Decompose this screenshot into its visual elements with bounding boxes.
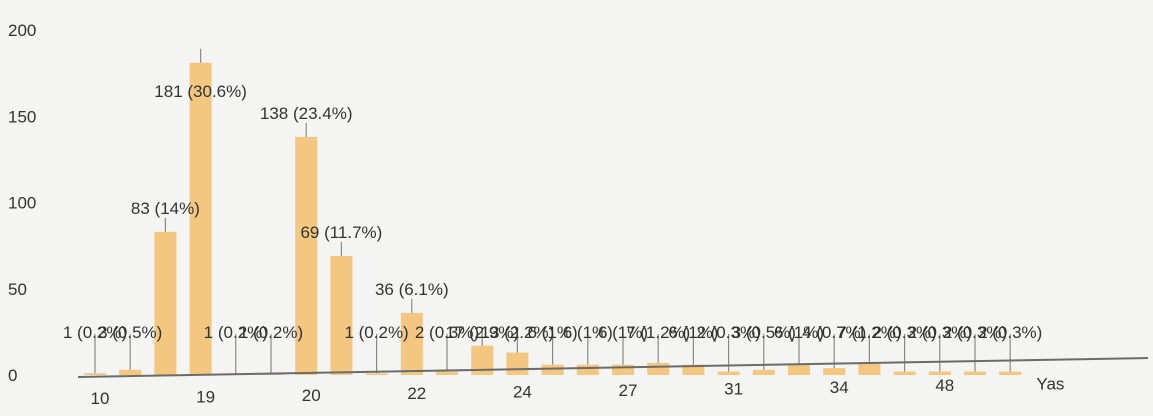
- bar: [189, 62, 212, 376]
- data-label: 2 (0.3%): [943, 323, 1007, 342]
- bar: [928, 371, 951, 375]
- bar: [893, 371, 916, 375]
- bar: [752, 369, 775, 375]
- bar: [154, 231, 177, 375]
- y-tick-label: 100: [8, 194, 36, 213]
- bar: [436, 371, 458, 375]
- x-tick-label: 27: [619, 381, 638, 400]
- data-label: 13 (2.2%): [481, 323, 555, 342]
- bar: [365, 373, 388, 375]
- bar: [964, 371, 986, 375]
- y-tick-label: 0: [8, 366, 17, 385]
- bar: [717, 371, 740, 375]
- x-tick-label: 20: [302, 386, 321, 405]
- x-tick-label: Yas: [1036, 375, 1064, 394]
- y-tick-label: 50: [8, 280, 27, 299]
- bar: [682, 364, 705, 375]
- data-label: 4 (0.7%): [802, 323, 866, 342]
- data-label: 6 (1%): [598, 323, 648, 342]
- bar: [999, 371, 1022, 375]
- bar: [84, 373, 106, 375]
- x-axis-line: [77, 357, 1149, 378]
- y-axis: 0 50 100 150 200: [8, 21, 36, 385]
- bar: [647, 362, 670, 375]
- data-label: 2 (0.3%): [415, 323, 479, 342]
- data-label: 2 (0.3%): [696, 323, 760, 342]
- x-axis: 10 19 20 22 24 27 31 34 48 Yas: [77, 357, 1149, 408]
- bar: [576, 364, 599, 375]
- data-label: 69 (11.7%): [300, 223, 382, 242]
- bar: [858, 362, 881, 375]
- x-tick-label: 10: [91, 389, 110, 408]
- data-label: 1 (0.2%): [239, 323, 303, 342]
- data-label: 2 (0.3%): [908, 323, 972, 342]
- data-label: 6 (1%): [668, 323, 718, 342]
- data-label: 17 (2.9%): [445, 323, 519, 342]
- x-tick-label: 31: [724, 379, 743, 398]
- bar: [612, 364, 634, 375]
- data-label: 1 (0.2%): [344, 323, 408, 342]
- data-label: 6 (1%): [774, 323, 824, 342]
- data-labels: 1 (0.2%)3 (0.5%)83 (14%)181 (30.6%)1 (0.…: [63, 82, 1042, 342]
- data-label: 138 (23.4%): [260, 104, 353, 123]
- bar: [788, 364, 810, 375]
- bars: [84, 62, 1022, 376]
- bar: [295, 136, 318, 375]
- x-tick-label: 48: [935, 376, 954, 395]
- bar: [400, 312, 423, 375]
- data-label: 2 (0.3%): [872, 323, 936, 342]
- x-tick-label: 34: [830, 378, 849, 397]
- data-label: 181 (30.6%): [154, 82, 247, 101]
- x-tick-label: 24: [513, 383, 532, 402]
- data-label: 6 (1%): [563, 323, 613, 342]
- data-label: 2 (0.3%): [978, 323, 1042, 342]
- y-tick-label: 150: [8, 107, 36, 126]
- bar: [330, 255, 353, 375]
- bar: [541, 364, 564, 375]
- x-tick-label: 19: [196, 387, 215, 406]
- bar: [119, 369, 142, 375]
- data-label: 83 (14%): [131, 199, 200, 218]
- x-tick-label: 22: [407, 384, 426, 403]
- bar: [823, 368, 846, 375]
- data-label: 1 (0.2%): [204, 323, 268, 342]
- data-label: 1 (0.2%): [63, 323, 127, 342]
- bar: [471, 345, 494, 375]
- data-label: 3 (0.5%): [98, 323, 162, 342]
- bar: [506, 352, 529, 375]
- y-tick-label: 200: [8, 21, 36, 40]
- data-label: 7 (1.2%): [626, 323, 690, 342]
- data-label: 36 (6.1%): [375, 280, 449, 299]
- data-label: 7 (1.2%): [837, 323, 901, 342]
- data-label: 6 (1%): [528, 323, 578, 342]
- data-label: 3 (0.5%): [732, 323, 796, 342]
